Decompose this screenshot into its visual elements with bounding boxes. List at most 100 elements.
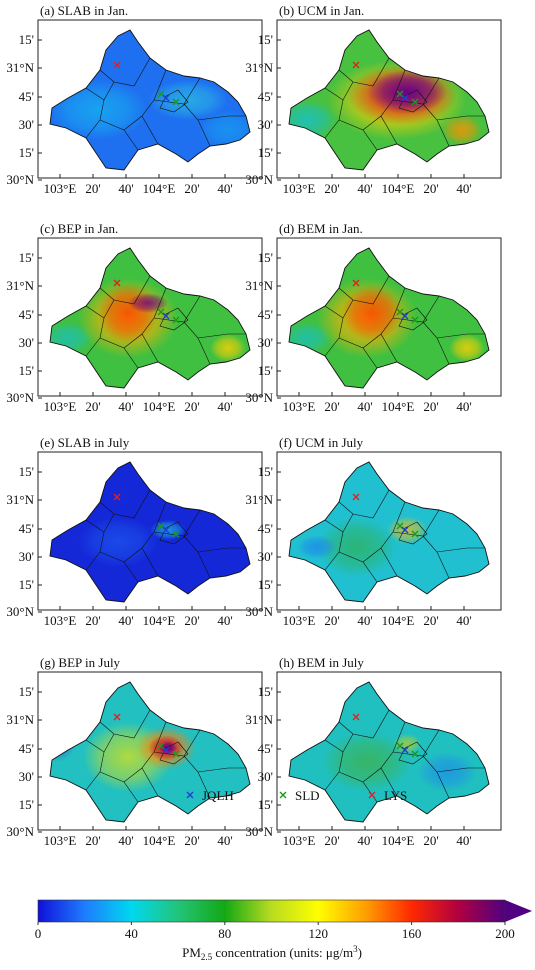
x-tick-label: 40' bbox=[118, 181, 133, 196]
legend-marker bbox=[186, 791, 194, 799]
district-border bbox=[362, 287, 406, 349]
x-tick-label: 104°E bbox=[382, 833, 415, 848]
y-tick-label: 30' bbox=[19, 769, 34, 784]
map-hotspot bbox=[342, 285, 402, 341]
label-part: ) bbox=[358, 945, 362, 960]
station-sld bbox=[396, 742, 404, 750]
map-outline bbox=[288, 681, 490, 823]
x-tick-label: 40' bbox=[217, 613, 232, 628]
panel-title: (f) UCM in July bbox=[279, 435, 364, 450]
x-tick-label: 103°E bbox=[44, 833, 77, 848]
label-part: concentration (units: μg/m bbox=[212, 945, 353, 960]
panel-title: (g) BEP in July bbox=[40, 655, 121, 670]
x-tick-label: 104°E bbox=[143, 181, 176, 196]
y-tick-label: 30' bbox=[258, 117, 273, 132]
x-tick-label: 104°E bbox=[382, 399, 415, 414]
x-tick-label: 20' bbox=[85, 181, 100, 196]
x-tick-label: 40' bbox=[118, 613, 133, 628]
station-jqlh bbox=[162, 746, 170, 754]
district-border bbox=[141, 333, 159, 363]
district-border bbox=[436, 547, 485, 553]
station-sld bbox=[411, 750, 419, 758]
y-tick-label: 45' bbox=[19, 521, 34, 536]
y-tick-label: 31°N bbox=[6, 492, 34, 507]
x-tick-label: 40' bbox=[357, 613, 372, 628]
station-sld bbox=[396, 308, 404, 316]
y-tick-label: 30°N bbox=[6, 172, 34, 187]
district-border bbox=[197, 547, 246, 553]
y-tick-label: 30' bbox=[258, 769, 273, 784]
district-border bbox=[398, 741, 428, 765]
y-tick-label: 15' bbox=[258, 363, 273, 378]
legend-label: SLD bbox=[295, 788, 320, 803]
district-border bbox=[159, 89, 189, 113]
station-lys bbox=[352, 713, 360, 721]
label-part: PM bbox=[182, 945, 201, 960]
label-part: 3 bbox=[353, 944, 358, 954]
station-lys bbox=[113, 279, 121, 287]
colorbar-label: PM2.5 concentration (units: μg/m3) bbox=[182, 944, 362, 962]
station-lys bbox=[352, 279, 360, 287]
map-hotspot bbox=[449, 334, 485, 362]
x-tick-label: 20' bbox=[423, 613, 438, 628]
x-tick-label: 20' bbox=[423, 399, 438, 414]
district-border bbox=[123, 69, 167, 131]
x-tick-label: 103°E bbox=[44, 613, 77, 628]
y-tick-label: 45' bbox=[258, 741, 273, 756]
map-hotspot bbox=[417, 752, 477, 792]
colorbar-tick-label: 40 bbox=[125, 926, 138, 941]
district-border bbox=[380, 767, 398, 797]
map-outline bbox=[288, 461, 490, 603]
station-lys bbox=[113, 713, 121, 721]
y-tick-label: 15' bbox=[258, 145, 273, 160]
district-border bbox=[362, 69, 406, 131]
x-tick-label: 20' bbox=[324, 181, 339, 196]
y-tick-label: 30' bbox=[258, 335, 273, 350]
district-border bbox=[197, 767, 246, 773]
y-tick-label: 30°N bbox=[245, 172, 273, 187]
y-tick-label: 45' bbox=[258, 521, 273, 536]
station-jqlh bbox=[401, 746, 409, 754]
district-border bbox=[436, 115, 485, 121]
station-sld bbox=[396, 90, 404, 98]
colorbar-tick-label: 200 bbox=[495, 926, 515, 941]
x-tick-label: 20' bbox=[324, 613, 339, 628]
station-sld bbox=[172, 316, 180, 324]
district-border bbox=[362, 501, 406, 563]
district-border bbox=[141, 547, 159, 577]
district-border bbox=[380, 115, 398, 145]
x-tick-label: 104°E bbox=[143, 613, 176, 628]
y-tick-label: 31°N bbox=[245, 60, 273, 75]
panel-title: (h) BEM in July bbox=[279, 655, 364, 670]
x-tick-label: 103°E bbox=[283, 399, 316, 414]
station-sld bbox=[411, 530, 419, 538]
map-outline bbox=[288, 247, 490, 389]
y-tick-label: 15' bbox=[19, 464, 34, 479]
x-tick-label: 103°E bbox=[283, 181, 316, 196]
station-jqlh bbox=[162, 312, 170, 320]
panel-title: (b) UCM in Jan. bbox=[279, 3, 364, 18]
x-tick-label: 20' bbox=[85, 613, 100, 628]
y-tick-label: 15' bbox=[258, 464, 273, 479]
map-outline bbox=[49, 247, 251, 389]
x-tick-label: 40' bbox=[456, 833, 471, 848]
y-tick-label: 15' bbox=[19, 363, 34, 378]
station-jqlh bbox=[401, 312, 409, 320]
legend-label: JQLH bbox=[202, 788, 234, 803]
district-border bbox=[398, 89, 428, 113]
station-lys bbox=[352, 493, 360, 501]
y-tick-label: 15' bbox=[258, 684, 273, 699]
map-hotspot bbox=[387, 516, 427, 544]
y-tick-label: 30' bbox=[19, 549, 34, 564]
station-sld bbox=[411, 316, 419, 324]
x-tick-label: 103°E bbox=[283, 613, 316, 628]
y-tick-label: 30°N bbox=[245, 604, 273, 619]
station-sld bbox=[157, 90, 165, 98]
y-tick-label: 15' bbox=[19, 684, 34, 699]
station-lys bbox=[113, 493, 121, 501]
x-tick-label: 40' bbox=[217, 833, 232, 848]
x-tick-label: 20' bbox=[184, 613, 199, 628]
map-hotspot bbox=[317, 517, 397, 577]
y-tick-label: 30' bbox=[258, 549, 273, 564]
district-border bbox=[99, 275, 151, 305]
